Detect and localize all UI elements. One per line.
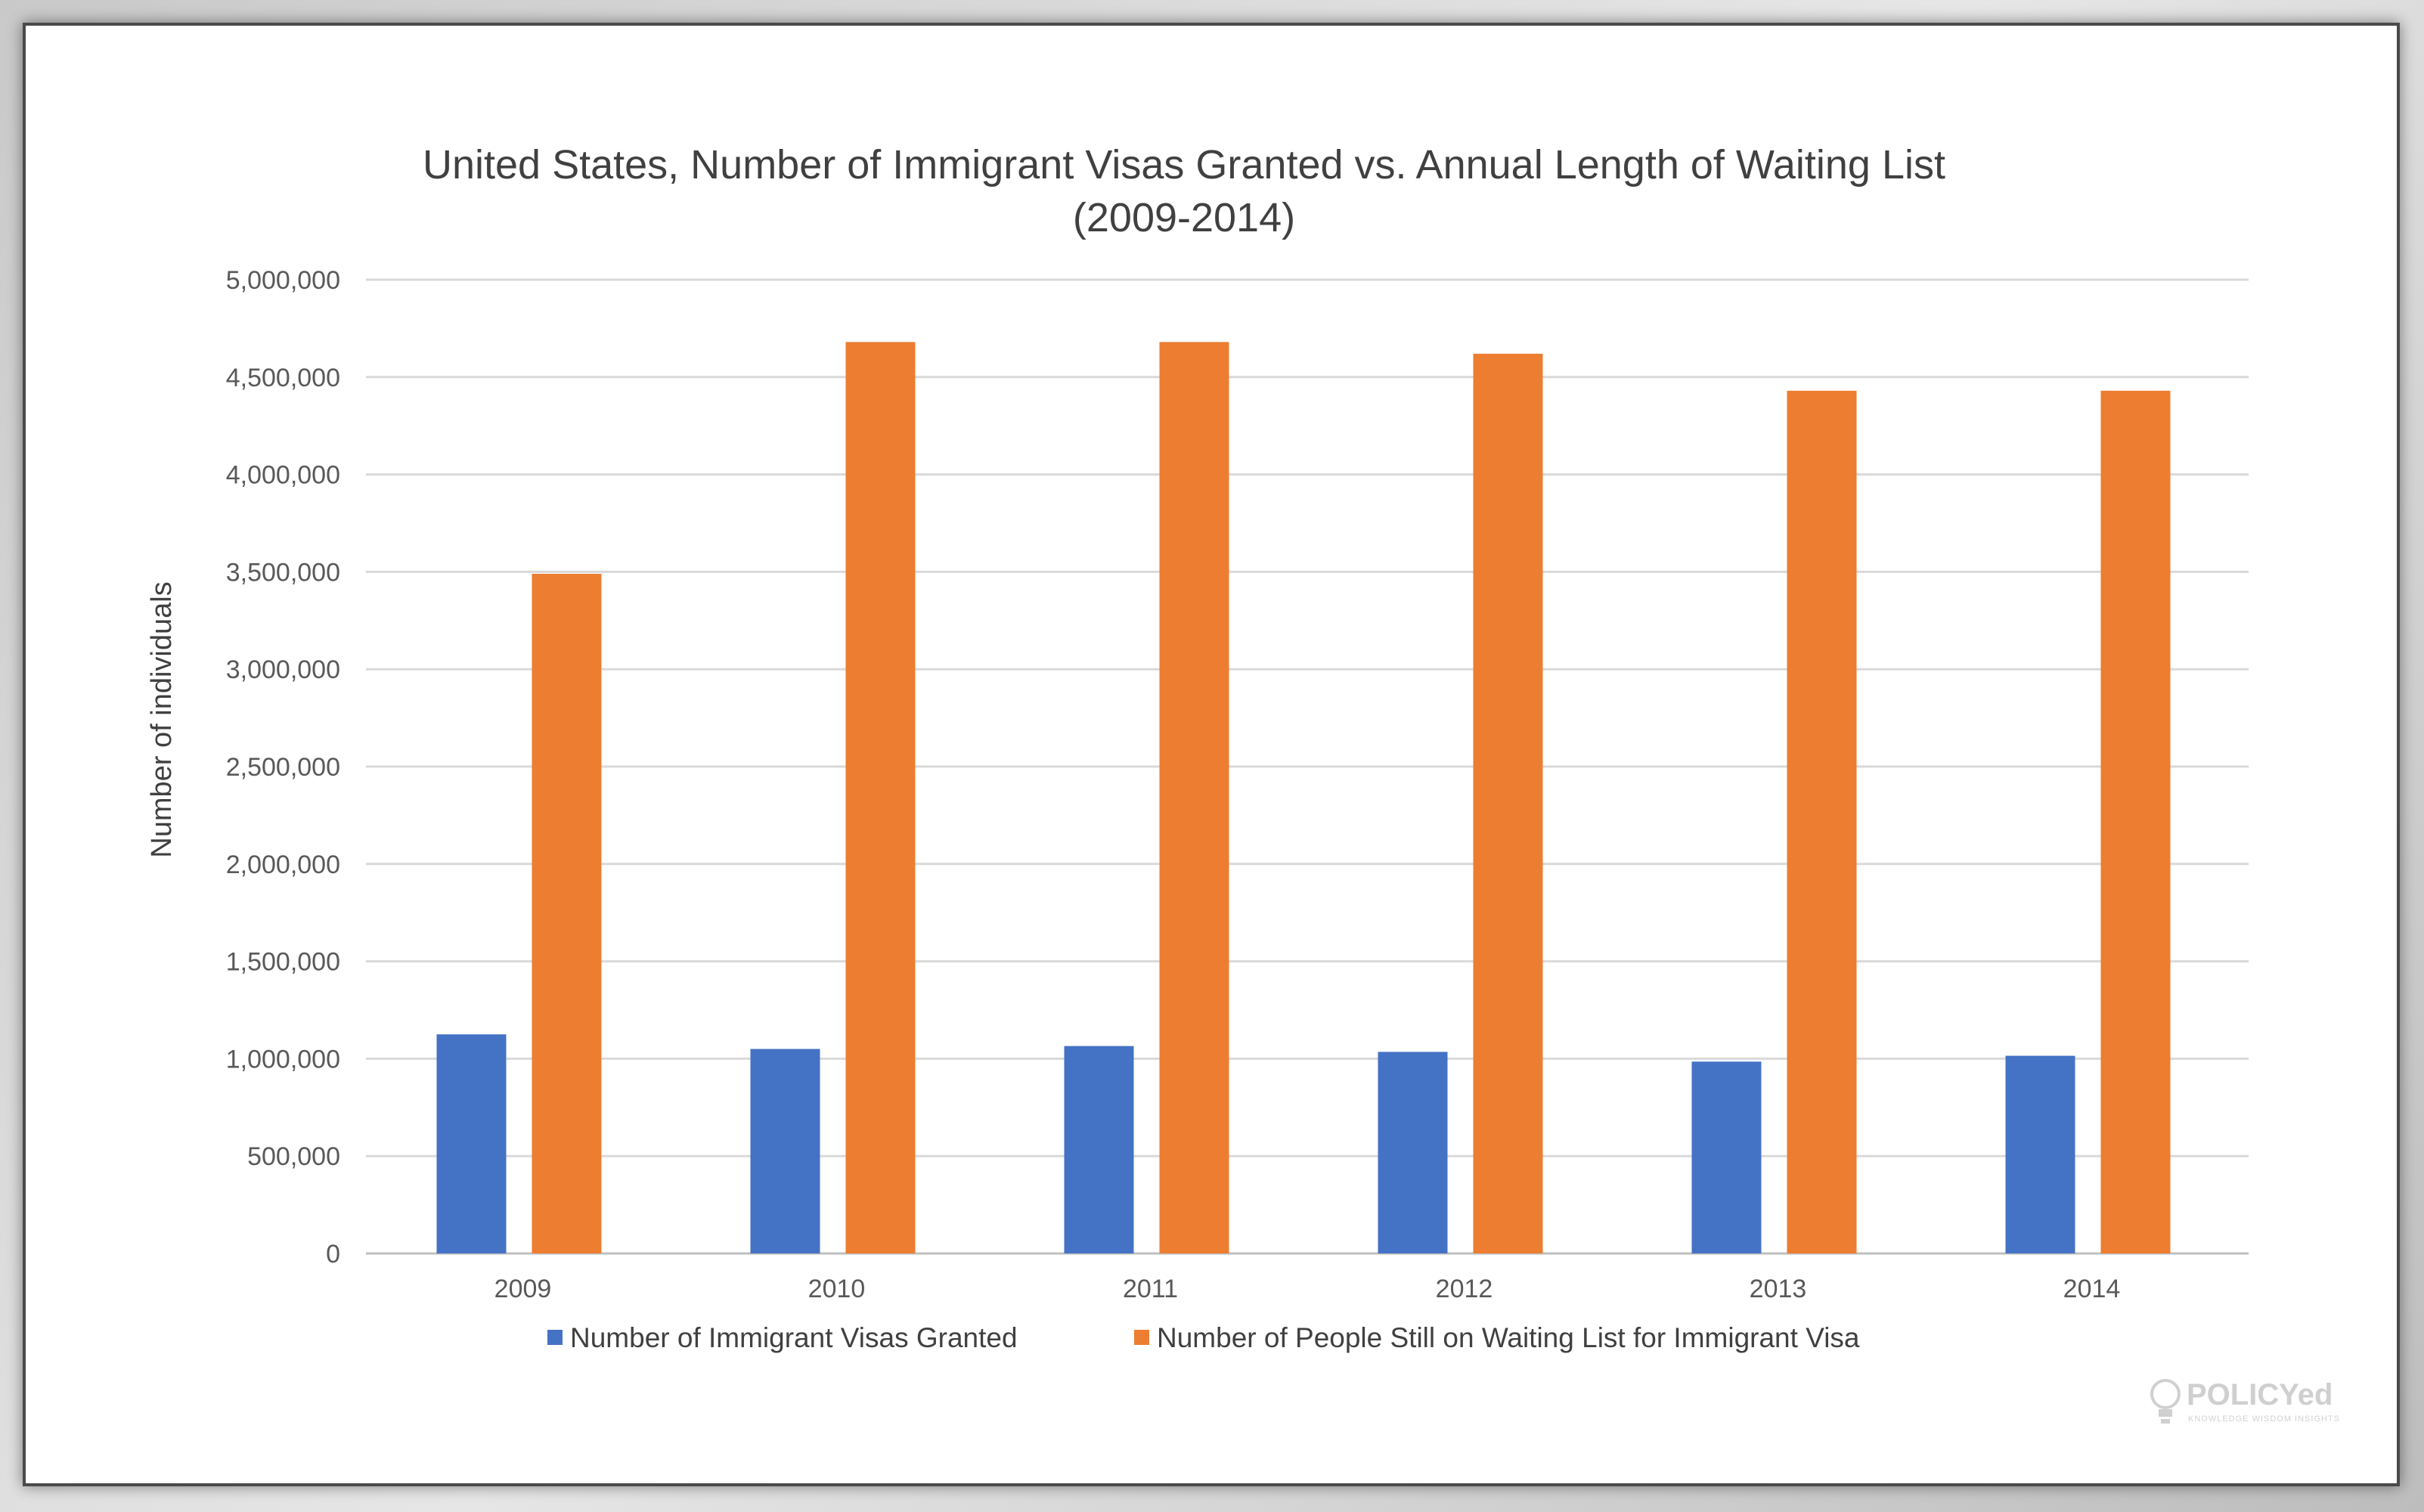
bar-visas-granted-2011: [1064, 1046, 1134, 1253]
y-tick-label: 0: [326, 1240, 340, 1269]
y-tick-label: 2,500,000: [226, 753, 340, 782]
watermark-tagline: KNOWLEDGE WISDOM INSIGHTS: [2188, 1414, 2340, 1424]
lightbulb-icon: [2150, 1379, 2181, 1424]
bars: [436, 342, 2171, 1254]
x-tick-label: 2010: [808, 1275, 866, 1303]
x-tick-label: 2014: [2063, 1275, 2121, 1303]
bar-waiting-list-2012: [1473, 353, 1543, 1254]
x-axis-ticks: 2009 2010 2011 2012 2013 2014: [494, 1275, 2121, 1303]
x-tick-label: 2012: [1436, 1275, 1493, 1303]
bar-waiting-list-2009: [532, 573, 602, 1253]
bar-visas-granted-2013: [1691, 1061, 1762, 1253]
watermark-brand: POLICYed: [2187, 1378, 2333, 1411]
legend-label-waiting-list: Number of People Still on Waiting List f…: [1157, 1322, 1860, 1353]
x-tick-label: 2013: [1750, 1275, 1807, 1303]
y-axis-label: Number of individuals: [146, 581, 178, 857]
y-tick-label: 4,500,000: [226, 364, 340, 392]
x-tick-label: 2011: [1123, 1275, 1178, 1303]
y-tick-label: 3,000,000: [226, 655, 340, 684]
bar-waiting-list-2014: [2100, 390, 2171, 1253]
legend-swatch-visas-granted: [547, 1330, 563, 1345]
legend-swatch-waiting-list: [1134, 1330, 1149, 1345]
bar-visas-granted-2012: [1378, 1052, 1448, 1253]
bar-waiting-list-2013: [1787, 390, 1857, 1253]
chart-title-line2: (2009-2014): [1073, 195, 1295, 240]
chart-svg: United States, Number of Immigrant Visas…: [146, 142, 2340, 1424]
legend: Number of Immigrant Visas Granted Number …: [547, 1322, 1860, 1353]
bar-waiting-list-2010: [845, 342, 916, 1253]
y-tick-label: 4,000,000: [226, 461, 340, 490]
y-tick-label: 500,000: [247, 1142, 340, 1171]
x-tick-label: 2009: [494, 1275, 552, 1303]
chart-title-line1: United States, Number of Immigrant Visas…: [423, 142, 1945, 187]
bar-visas-granted-2014: [2005, 1055, 2075, 1253]
bar-waiting-list-2011: [1159, 342, 1229, 1253]
y-tick-label: 2,000,000: [226, 850, 340, 879]
bar-visas-granted-2009: [436, 1034, 507, 1253]
chart-frame: United States, Number of Immigrant Visas…: [23, 23, 2400, 1486]
y-tick-label: 5,000,000: [226, 266, 340, 295]
y-tick-label: 3,500,000: [226, 558, 340, 587]
y-tick-label: 1,500,000: [226, 948, 340, 977]
legend-label-visas-granted: Number of Immigrant Visas Granted: [570, 1322, 1018, 1353]
gridlines: [366, 278, 2249, 1255]
y-tick-label: 1,000,000: [226, 1045, 340, 1074]
bar-visas-granted-2010: [750, 1049, 820, 1253]
policyed-watermark: POLICYed KNOWLEDGE WISDOM INSIGHTS: [2150, 1378, 2340, 1424]
y-axis-ticks: 0 500,000 1,000,000 1,500,000 2,000,000 2,500…: [226, 266, 340, 1269]
